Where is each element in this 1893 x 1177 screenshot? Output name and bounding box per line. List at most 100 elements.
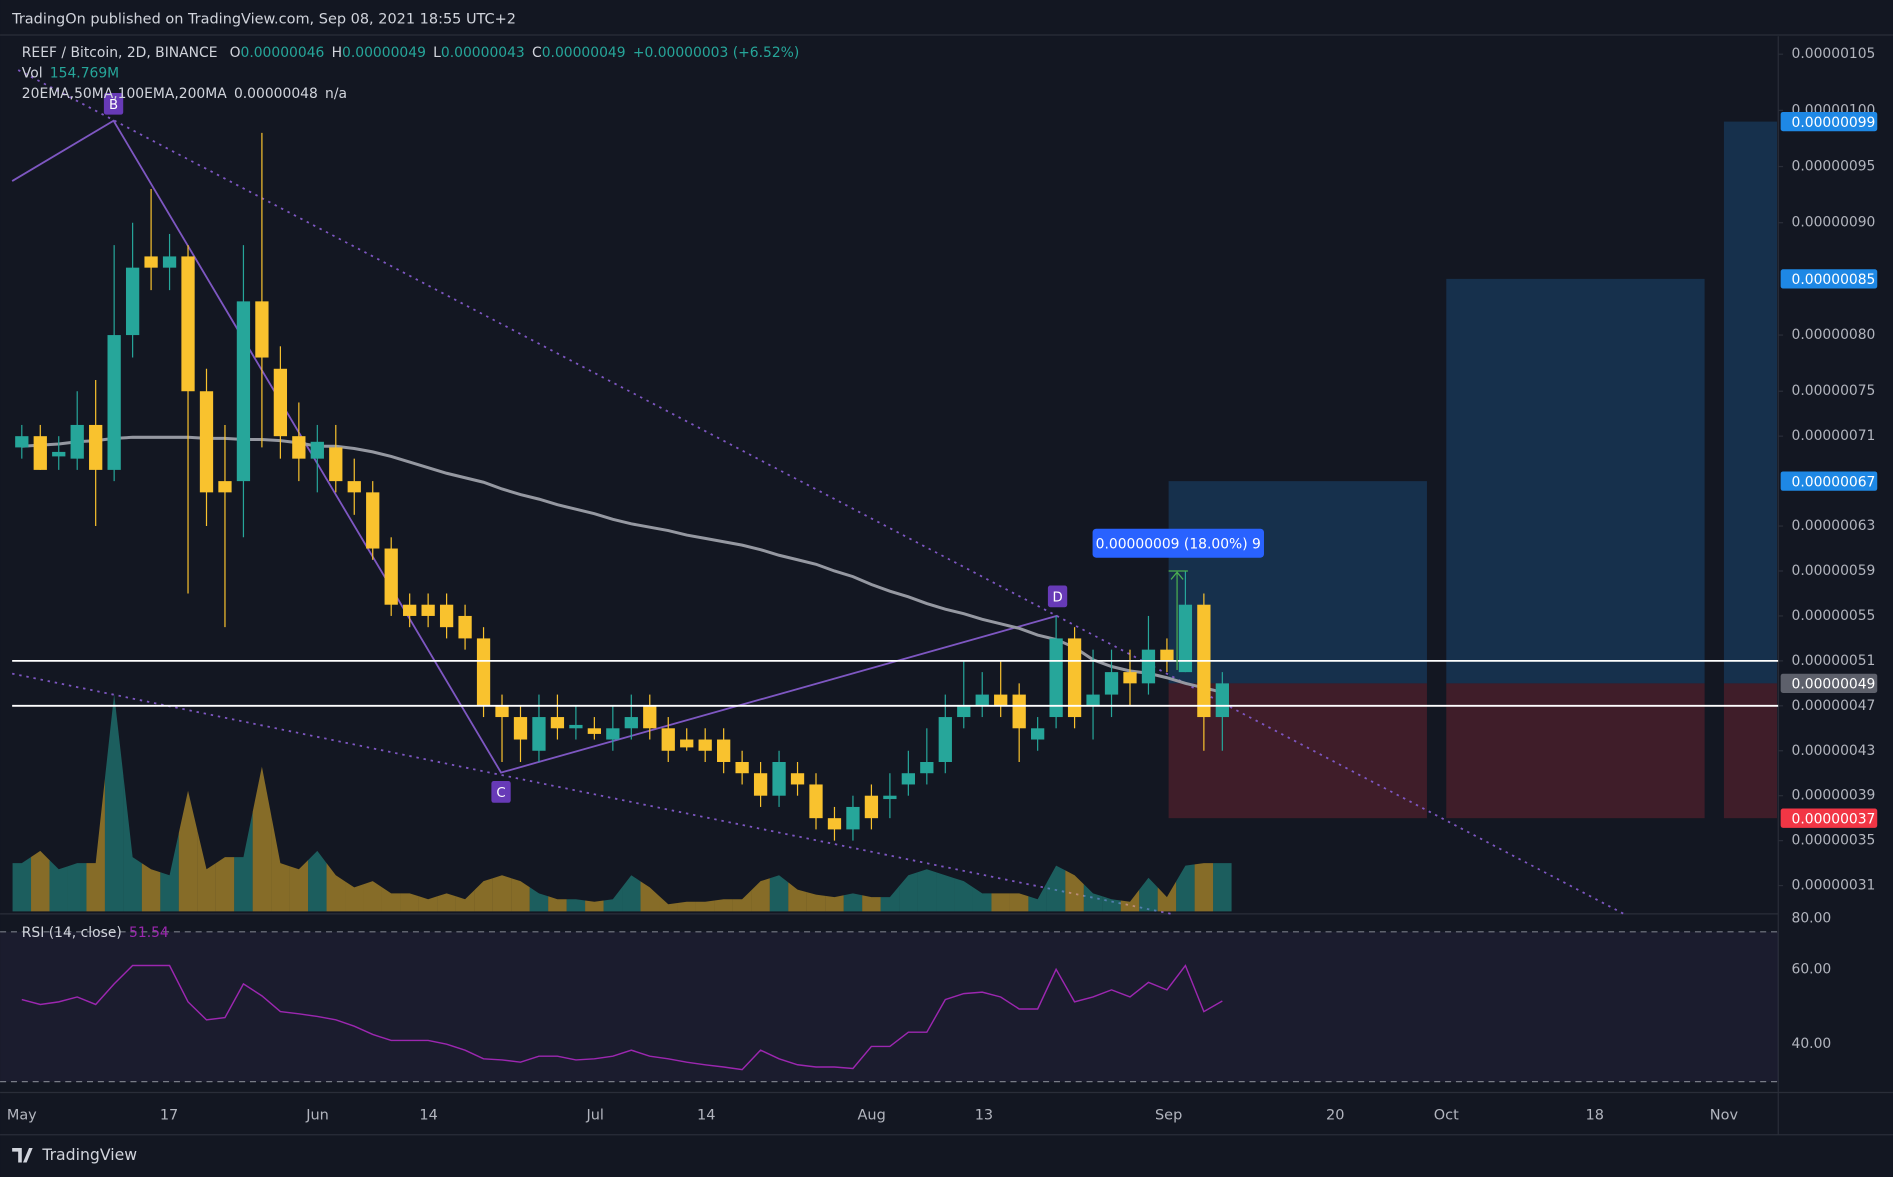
header-text: TradingOn published on TradingView.com, … <box>11 11 516 27</box>
volume-area <box>880 886 900 912</box>
y-tick-label: 0.00000055 <box>1792 608 1876 624</box>
y-tick-label: 0.00000035 <box>1792 833 1876 849</box>
x-tick-label: Sep <box>1155 1107 1182 1123</box>
ohlc-value: 0.00000049 <box>542 45 626 61</box>
volume-area <box>899 872 918 912</box>
change: +0.00000003 (+6.52%) <box>633 45 799 61</box>
rsi-label: RSI (14, close) <box>22 925 122 941</box>
candle-body <box>846 806 860 830</box>
volume-area <box>1176 864 1195 912</box>
volume-area <box>843 893 863 912</box>
candle-body <box>606 728 620 740</box>
ohlc-key: H <box>332 45 342 61</box>
volume-area <box>345 881 364 912</box>
candle-body <box>125 267 140 336</box>
stop-zone <box>1723 683 1778 819</box>
x-tick-label: 20 <box>1326 1107 1344 1123</box>
y-tick-label: 0.00000043 <box>1792 743 1876 759</box>
price-badge-label: 0.00000085 <box>1792 272 1876 288</box>
price-badge <box>1780 471 1878 491</box>
volume-area <box>529 887 549 912</box>
candle-body <box>1012 694 1026 729</box>
volume-area <box>622 875 641 912</box>
volume-area <box>1009 893 1029 912</box>
symbol-legend: REEF / Bitcoin, 2D, BINANCE O0.00000046 H0… <box>22 45 799 61</box>
candle-body <box>421 604 435 616</box>
pattern-label: D <box>1052 591 1062 606</box>
pattern-label-box <box>1047 585 1068 608</box>
rsi-band <box>0 931 1779 1082</box>
chart-layer: B C D 0.00000009 (18.00%) 9 0.00000105 0.0000… <box>0 45 1878 1123</box>
volume-area <box>806 892 826 912</box>
candle-body <box>273 368 288 437</box>
volume-area <box>677 901 696 912</box>
volume-area <box>418 896 438 912</box>
candle-body <box>735 761 749 774</box>
candle-body <box>52 451 66 457</box>
stop-zone <box>1446 683 1705 819</box>
candle-body <box>1123 672 1137 684</box>
trend-line <box>17 69 1625 915</box>
volume-area <box>400 893 419 912</box>
candle-body <box>809 784 823 819</box>
candle-body <box>218 481 232 493</box>
x-tick-label: May <box>7 1107 37 1123</box>
price-badge <box>1780 111 1878 132</box>
candle-body <box>255 301 269 358</box>
volume-area <box>104 694 124 912</box>
x-tick-label: 18 <box>1586 1107 1604 1123</box>
pattern-line <box>11 119 1058 774</box>
rsi-tick-label: 60.00 <box>1792 961 1832 977</box>
logo-text: TradingView <box>41 1145 137 1164</box>
candle-body <box>624 717 638 729</box>
y-tick-label: 0.00000095 <box>1792 159 1876 175</box>
volume-area <box>511 878 530 912</box>
volume-label: Vol <box>22 66 43 82</box>
ohlc-key: O <box>230 45 241 61</box>
volume-area <box>252 766 272 912</box>
candle-body <box>70 424 84 459</box>
ma-extra: n/a <box>325 86 347 102</box>
volume-area <box>197 830 216 912</box>
ma-value: 0.00000048 <box>234 86 318 102</box>
candle-body <box>938 717 952 762</box>
candle-body <box>1141 649 1156 684</box>
x-tick-label: 13 <box>975 1107 993 1123</box>
volume-area <box>917 869 937 912</box>
volume-area <box>86 778 105 912</box>
candle-body <box>15 436 29 448</box>
ohlc-key: C <box>532 45 542 61</box>
volume-area <box>991 893 1010 912</box>
volume-area <box>1065 870 1084 912</box>
volume-area <box>1157 881 1177 912</box>
volume-area <box>363 881 382 912</box>
candle-body <box>920 761 934 774</box>
candle-body <box>1178 604 1193 673</box>
x-tick-label: 17 <box>160 1107 178 1123</box>
plot-area <box>0 36 1779 1093</box>
volume-area <box>141 863 161 912</box>
tradingview-logo: TradingView <box>12 1145 137 1164</box>
candle-body <box>495 705 509 718</box>
moving-average <box>21 435 1223 694</box>
target-zone <box>1168 481 1427 684</box>
candle-body <box>550 717 565 729</box>
volume-area <box>492 875 512 912</box>
volume-area <box>566 899 586 912</box>
candle-body <box>403 604 417 616</box>
ohlc-value: 0.00000049 <box>342 45 426 61</box>
volume-area <box>455 890 475 912</box>
symbol: REEF / Bitcoin, 2D, BINANCE <box>22 45 218 61</box>
rsi-tick-label: 80.00 <box>1792 911 1832 927</box>
volume-area <box>31 850 50 912</box>
volume-area <box>548 896 567 912</box>
price-badge <box>1780 808 1878 828</box>
pattern-label-box <box>491 781 511 803</box>
candle-body <box>790 773 805 785</box>
candle-body <box>476 638 491 706</box>
volume-area <box>936 872 955 912</box>
candle-body <box>698 739 712 751</box>
ma-label: 20EMA,50MA,100EMA,200MA <box>22 86 227 102</box>
candle-body <box>89 424 103 470</box>
